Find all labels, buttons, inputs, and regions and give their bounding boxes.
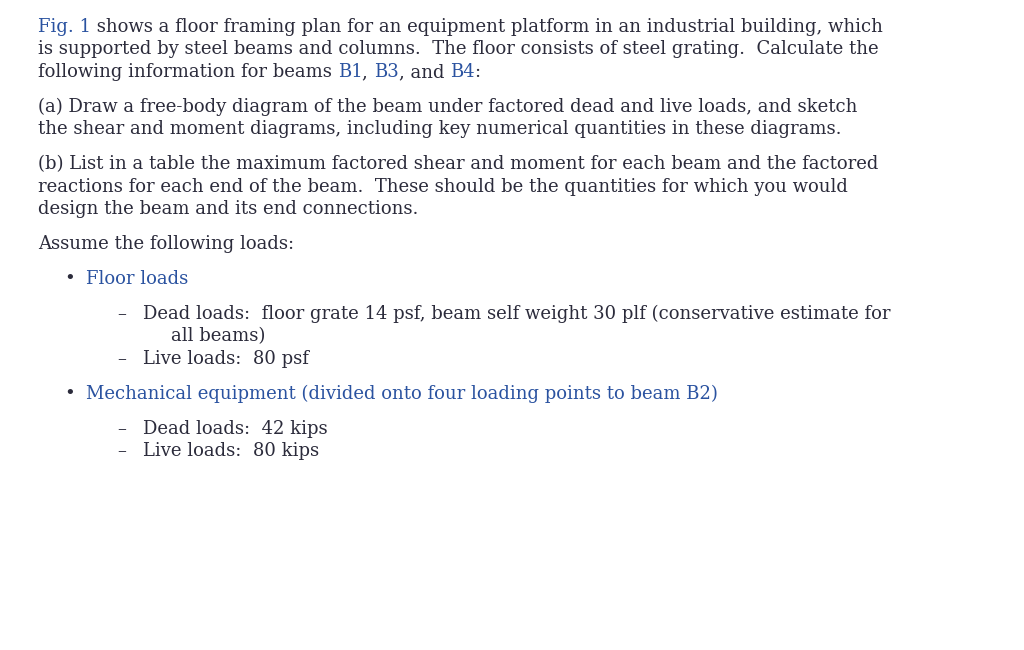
Text: following information for beams: following information for beams <box>38 63 338 81</box>
Text: reactions for each end of the beam.  These should be the quantities for which yo: reactions for each end of the beam. Thes… <box>38 177 848 196</box>
Text: Floor loads: Floor loads <box>86 270 188 288</box>
Text: B3: B3 <box>374 63 398 81</box>
Text: –: – <box>117 442 126 460</box>
Text: ,: , <box>362 63 374 81</box>
Text: Fig. 1: Fig. 1 <box>38 18 91 36</box>
Text: Dead loads:  floor grate 14 psf, beam self weight 30 plf (conservative estimate : Dead loads: floor grate 14 psf, beam sel… <box>143 305 891 323</box>
Text: (b) List in a table the maximum factored shear and moment for each beam and the : (b) List in a table the maximum factored… <box>38 155 879 174</box>
Text: •: • <box>63 270 75 288</box>
Text: B1: B1 <box>338 63 362 81</box>
Text: –: – <box>117 305 126 323</box>
Text: design the beam and its end connections.: design the beam and its end connections. <box>38 200 419 218</box>
Text: is supported by steel beams and columns.  The floor consists of steel grating.  : is supported by steel beams and columns.… <box>38 40 879 58</box>
Text: •: • <box>63 385 75 403</box>
Text: Live loads:  80 kips: Live loads: 80 kips <box>143 442 319 460</box>
Text: all beams): all beams) <box>171 328 265 345</box>
Text: Assume the following loads:: Assume the following loads: <box>38 235 294 253</box>
Text: –: – <box>117 420 126 437</box>
Text: Mechanical equipment (divided onto four loading points to beam B2): Mechanical equipment (divided onto four … <box>86 385 718 403</box>
Text: :: : <box>474 63 480 81</box>
Text: –: – <box>117 350 126 368</box>
Text: (a) Draw a free-body diagram of the beam under factored dead and live loads, and: (a) Draw a free-body diagram of the beam… <box>38 98 857 116</box>
Text: the shear and moment diagrams, including key numerical quantities in these diagr: the shear and moment diagrams, including… <box>38 120 842 138</box>
Text: B4: B4 <box>450 63 474 81</box>
Text: shows a floor framing plan for an equipment platform in an industrial building, : shows a floor framing plan for an equipm… <box>91 18 883 36</box>
Text: Live loads:  80 psf: Live loads: 80 psf <box>143 350 309 368</box>
Text: , and: , and <box>398 63 450 81</box>
Text: Dead loads:  42 kips: Dead loads: 42 kips <box>143 420 328 437</box>
